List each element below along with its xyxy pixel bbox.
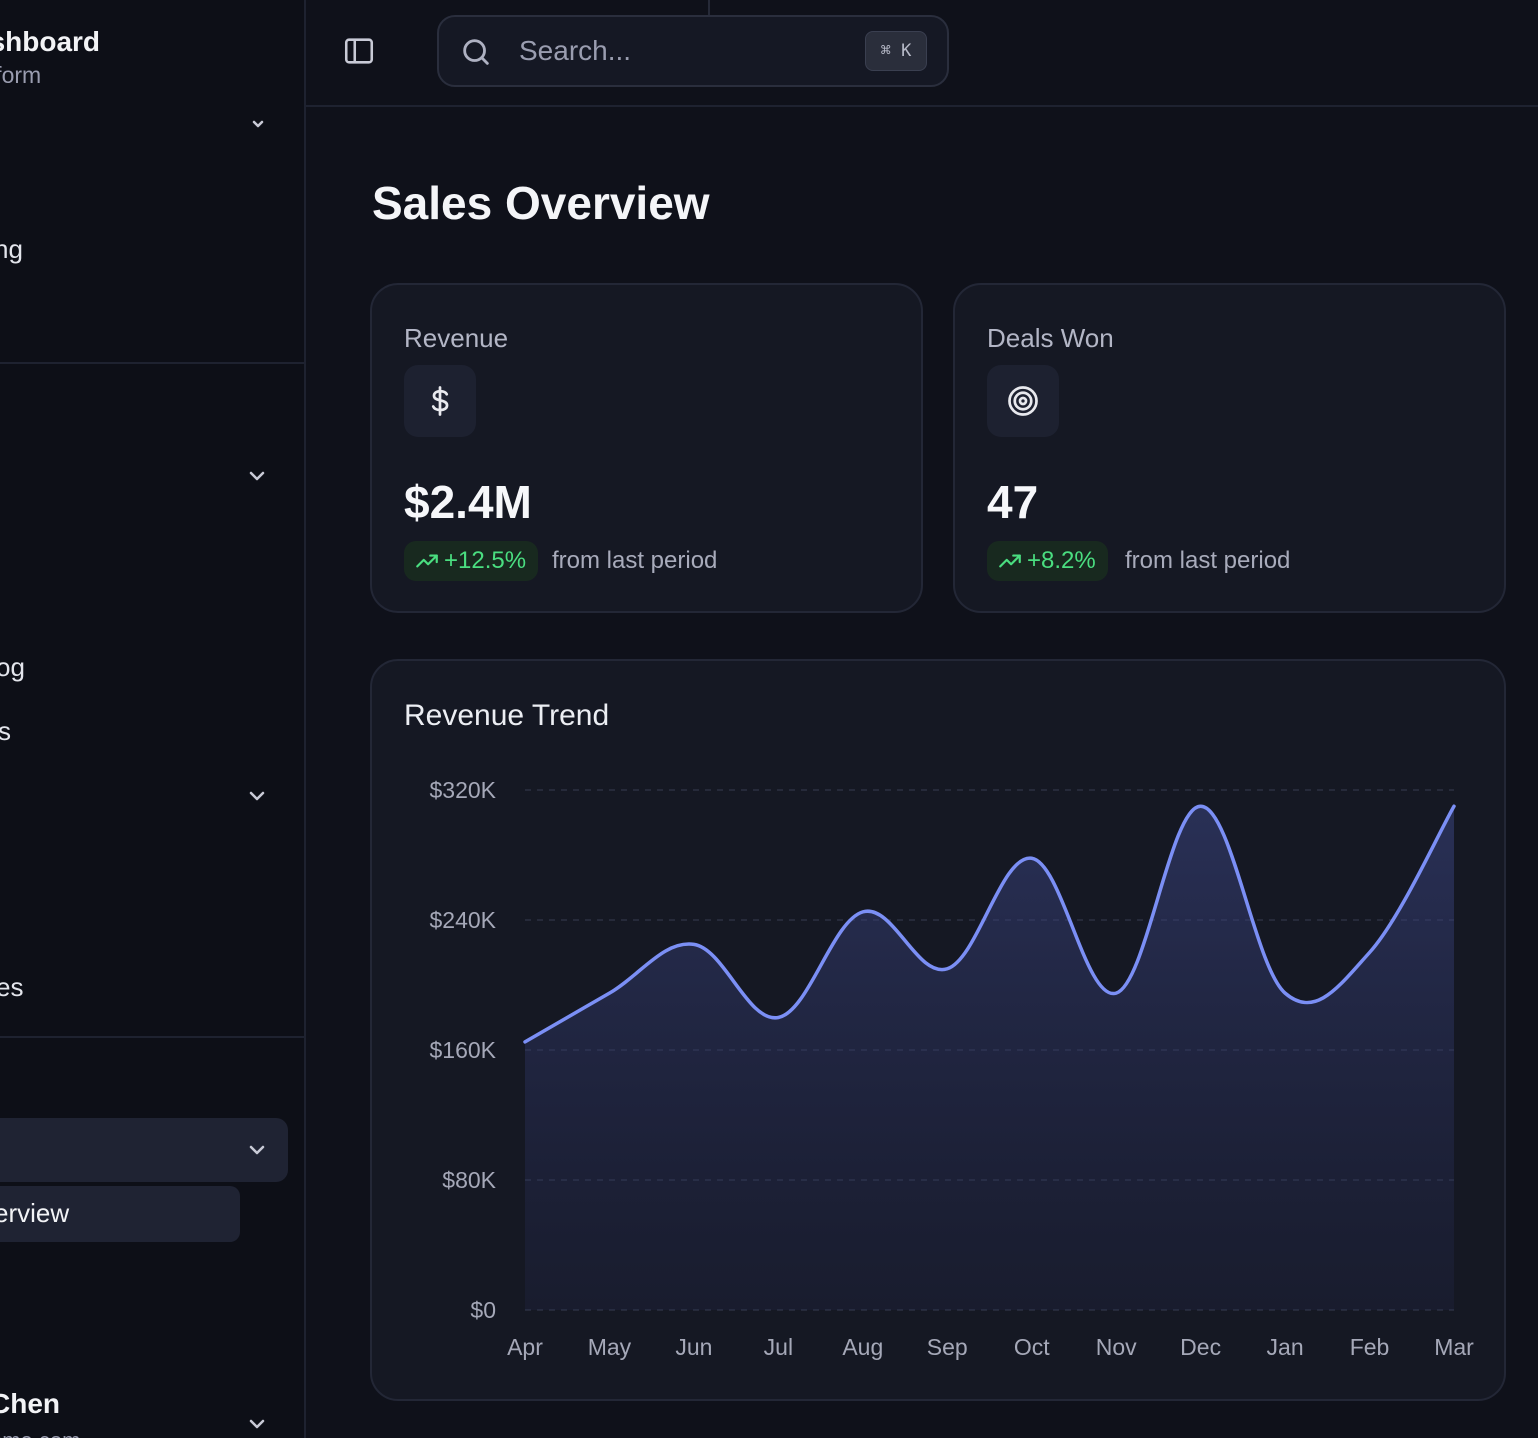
team-switcher-chevron-icon[interactable] [246, 108, 270, 132]
sidebar-item-3[interactable]: s [0, 716, 11, 747]
x-tick-label: Jun [675, 1334, 712, 1360]
sidebar: ashboard atform ng og s . es erview Chen… [0, 0, 306, 1438]
x-tick-label: May [588, 1334, 632, 1360]
card-subtext: from last period [552, 547, 718, 574]
revenue-trend-card: Revenue Trend $0 $80K $160K $240K $320K Apr M… [370, 659, 1506, 1401]
chart-line [523, 804, 1456, 1044]
change-badge: +12.5% [404, 541, 539, 581]
y-tick-label: $240K [429, 907, 496, 933]
y-tick-label: $0 [470, 1297, 496, 1323]
sidebar-item-overview-label: erview [0, 1198, 70, 1228]
x-tick-label: Sep [927, 1334, 968, 1360]
card-label: Revenue [404, 323, 509, 353]
sidebar-item-5[interactable]: es [0, 972, 24, 1002]
sidebar-group-chevron-icon[interactable] [245, 464, 269, 488]
sidebar-group-chevron-icon[interactable] [245, 784, 269, 808]
x-tick-label: Nov [1096, 1334, 1137, 1360]
y-tick-label: $320K [429, 777, 496, 803]
user-menu-chevron-icon[interactable] [245, 1412, 269, 1436]
x-tick-label: Aug [842, 1334, 883, 1360]
card-label: Deals Won [987, 323, 1114, 353]
sidebar-group-active[interactable] [0, 1118, 288, 1182]
brand-subtitle: atform [0, 62, 42, 88]
sidebar-group-chevron-icon[interactable] [245, 1138, 269, 1162]
x-tick-label: Mar [1434, 1334, 1474, 1360]
search-icon [459, 35, 493, 69]
x-tick-label: Dec [1180, 1334, 1221, 1360]
x-tick-label: Oct [1014, 1334, 1050, 1360]
card-value: $2.4M [404, 476, 532, 528]
trending-up-icon [999, 554, 1021, 568]
sidebar-toggle-icon[interactable] [342, 34, 376, 68]
dollar-icon [404, 365, 476, 437]
search-shortcut-badge: ⌘ K [865, 31, 927, 71]
search-box[interactable]: ⌘ K [437, 15, 949, 87]
sidebar-item-overview[interactable] [0, 1186, 240, 1242]
brand-title: ashboard [0, 26, 101, 57]
revenue-card: Revenue $2.4M +12.5% from last period [370, 283, 923, 613]
sidebar-divider [0, 362, 304, 364]
card-value: 47 [987, 476, 1039, 528]
deals-won-card: Deals Won 47 +8.2% from last period [953, 283, 1506, 613]
change-badge: +8.2% [987, 541, 1108, 581]
chart-title: Revenue Trend [404, 699, 610, 732]
top-header: ⌘ K [306, 0, 1538, 107]
header-separator [708, 0, 710, 28]
x-tick-label: Feb [1350, 1334, 1390, 1360]
y-tick-label: $160K [429, 1037, 496, 1063]
trending-up-icon [416, 554, 438, 568]
change-value: +8.2% [1027, 547, 1096, 574]
chart-area [525, 806, 1454, 1310]
card-subtext: from last period [1125, 547, 1291, 574]
y-tick-label: $80K [442, 1167, 496, 1193]
x-tick-label: Jul [764, 1334, 793, 1360]
page-title: Sales Overview [372, 177, 710, 229]
user-email: ome.com [0, 1428, 80, 1438]
change-value: +12.5% [444, 547, 527, 574]
sidebar-divider [0, 1036, 304, 1038]
user-name: Chen [0, 1388, 60, 1419]
revenue-trend-chart: $0 $80K $160K $240K $320K Apr May Jun Jul Aug Sep… [429, 777, 1474, 1360]
search-input[interactable] [519, 31, 849, 71]
x-tick-label: Apr [507, 1334, 543, 1360]
target-icon [987, 365, 1059, 437]
sidebar-item-1[interactable]: ng [0, 234, 23, 264]
sidebar-item-2[interactable]: og [0, 652, 25, 682]
x-tick-label: Jan [1267, 1334, 1304, 1360]
